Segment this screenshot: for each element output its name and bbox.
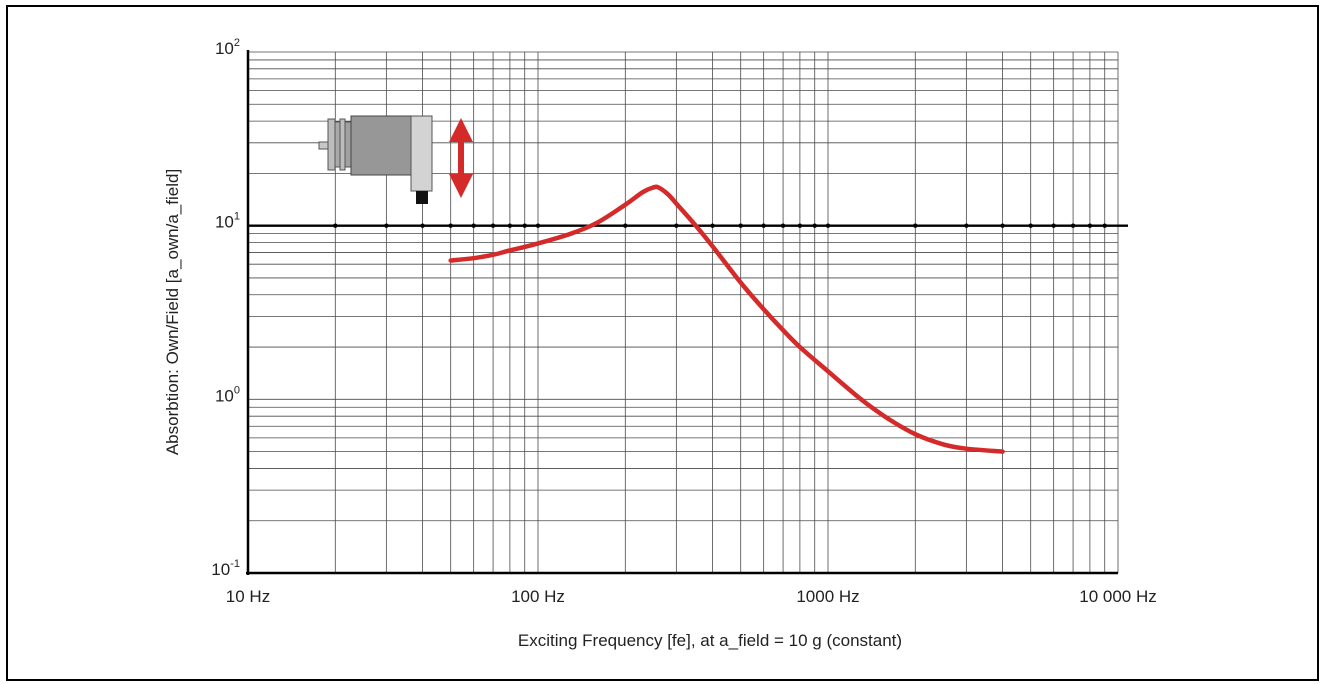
reference-line-group <box>248 223 1128 228</box>
reference-line-dot <box>780 223 786 228</box>
x-axis-label: Exciting Frequency [fe], at a_field = 10… <box>518 631 902 650</box>
reference-line-dot <box>1051 223 1056 228</box>
reference-line-dot <box>1070 223 1076 228</box>
chart-series <box>448 184 1005 454</box>
x-tick-label: 1000 Hz <box>796 587 859 606</box>
reference-line-dot <box>1000 223 1005 228</box>
y-tick-labels: 102 101 100 10-1 <box>211 37 240 579</box>
reference-line-dot <box>471 223 476 228</box>
reference-line-dot <box>964 223 969 228</box>
reference-line-dot <box>522 223 527 228</box>
reference-line-dot <box>710 223 715 228</box>
reference-line-dot <box>738 223 743 228</box>
reference-line-dot <box>825 223 831 228</box>
vibration-sensor-icon <box>318 115 433 204</box>
y-tick-label: 101 <box>215 211 240 232</box>
reference-line-dot <box>507 223 513 228</box>
reference-line-dot <box>384 223 389 228</box>
reference-line-dot <box>674 223 679 228</box>
reference-line-dot <box>420 223 425 228</box>
x-tick-labels: 10 Hz 100 Hz 1000 Hz 10 000 Hz <box>226 587 1157 606</box>
absorption-curve <box>448 184 1005 454</box>
vertical-double-arrow-icon <box>449 118 473 198</box>
x-tick-label: 100 Hz <box>511 587 565 606</box>
reference-line-dot <box>535 223 541 228</box>
reference-line-dot <box>761 223 766 228</box>
y-tick-label: 10-1 <box>211 558 240 579</box>
reference-line-dot <box>448 223 453 228</box>
x-tick-label: 10 000 Hz <box>1079 587 1157 606</box>
reference-line-dot <box>1087 223 1093 228</box>
reference-line-dot <box>913 223 918 228</box>
reference-line-dot <box>623 223 628 228</box>
reference-line-dot <box>333 223 338 228</box>
y-axis-label: Absorbtion: Own/Field [a_own/a_field] <box>163 169 182 455</box>
y-tick-label: 102 <box>215 37 240 58</box>
reference-line-dot <box>812 223 817 228</box>
reference-line-dot <box>490 223 496 228</box>
reference-line-dot <box>797 223 803 228</box>
reference-line-dot <box>1102 223 1107 228</box>
y-tick-label: 100 <box>215 384 240 405</box>
reference-line-dot <box>1028 223 1033 228</box>
chart-axes <box>246 50 1118 575</box>
chart-frame <box>6 5 1319 681</box>
x-tick-label: 10 Hz <box>226 587 270 606</box>
